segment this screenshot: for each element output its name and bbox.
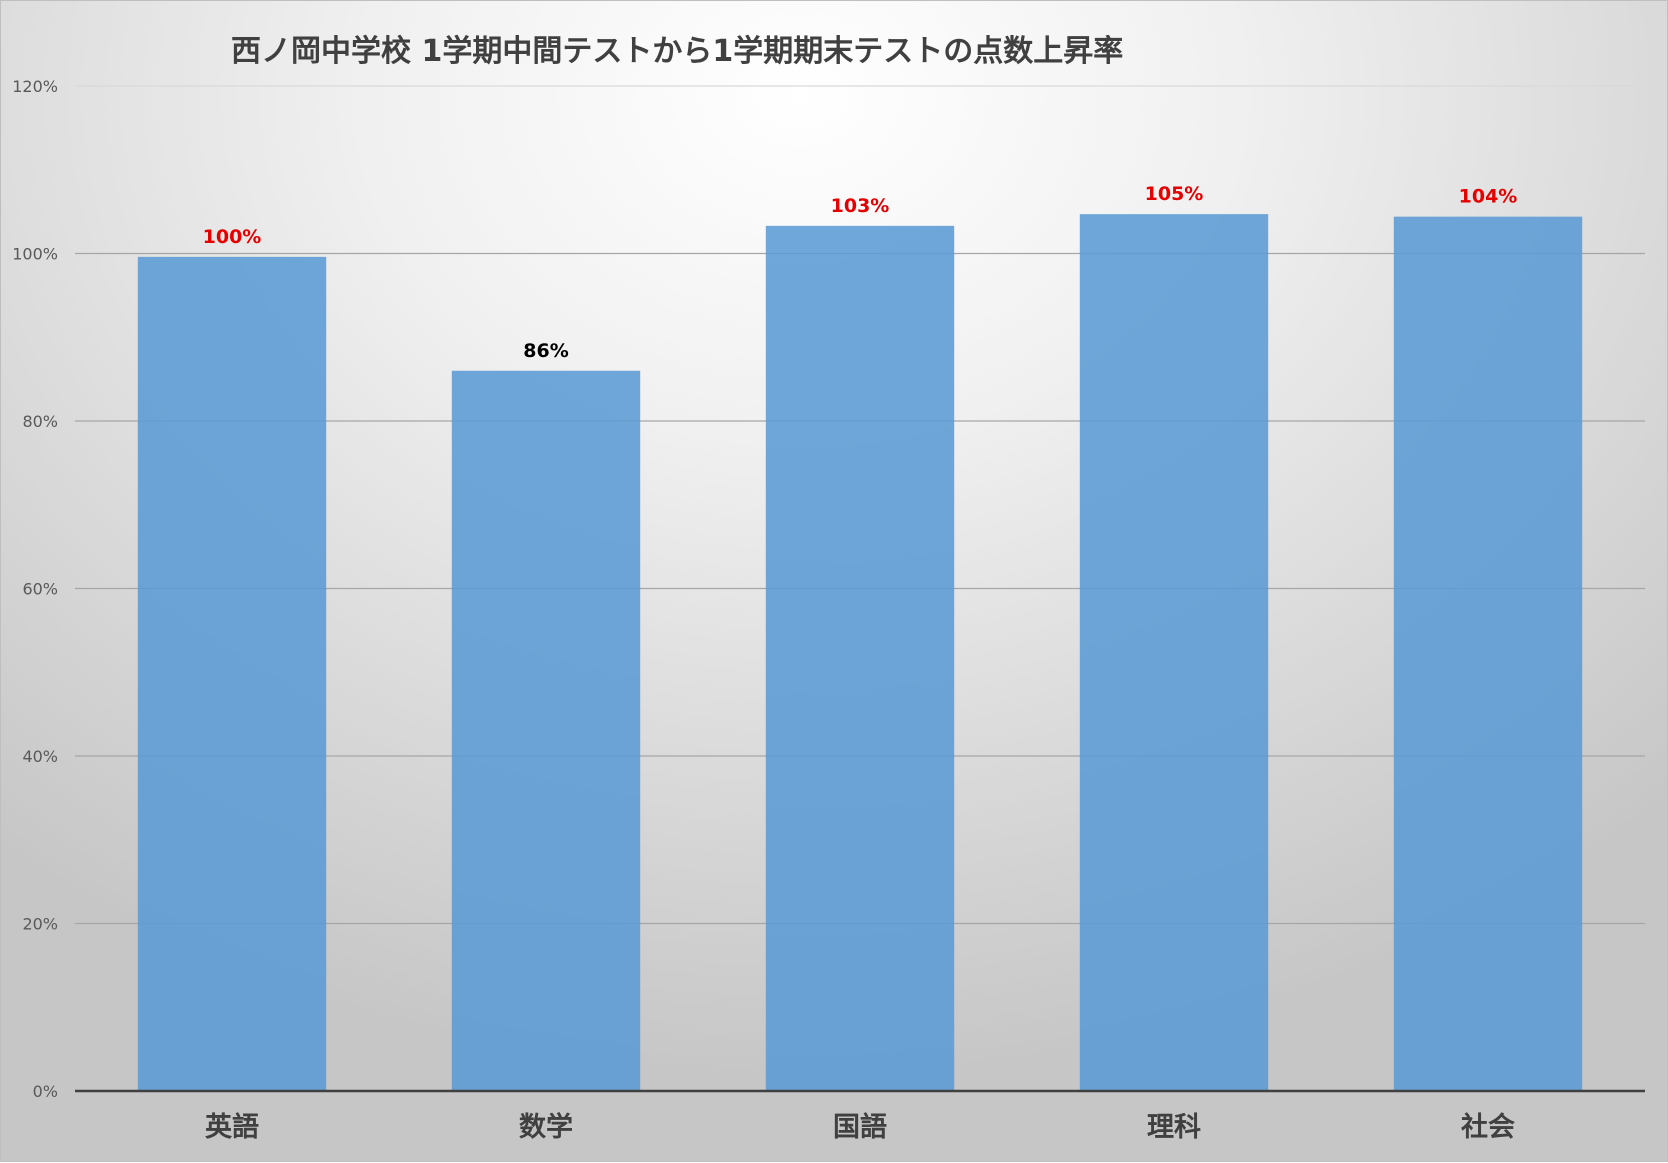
data-label: 100% bbox=[203, 226, 262, 248]
y-tick-label: 20% bbox=[22, 915, 58, 934]
x-tick-label: 理科 bbox=[1147, 1112, 1201, 1143]
data-label: 105% bbox=[1145, 183, 1204, 205]
y-tick-label: 100% bbox=[12, 245, 58, 264]
bar bbox=[137, 256, 327, 1092]
bar bbox=[451, 370, 641, 1091]
y-tick-label: 60% bbox=[22, 580, 58, 599]
y-tick-label: 40% bbox=[22, 747, 58, 766]
data-label: 103% bbox=[831, 195, 890, 217]
data-label: 104% bbox=[1459, 186, 1518, 208]
x-tick-label: 社会 bbox=[1461, 1111, 1515, 1143]
chart-title: 西ノ岡中学校 1学期中間テストから1学期期末テストの点数上昇率 bbox=[231, 34, 1123, 69]
bar bbox=[1393, 216, 1583, 1091]
x-tick-label: 英語 bbox=[205, 1111, 259, 1143]
y-tick-label: 0% bbox=[33, 1082, 58, 1101]
bar bbox=[765, 225, 955, 1092]
data-label: 86% bbox=[523, 340, 568, 362]
y-tick-label: 80% bbox=[22, 412, 58, 431]
y-tick-label: 120% bbox=[12, 77, 58, 96]
bar bbox=[1079, 214, 1269, 1091]
x-tick-label: 数学 bbox=[519, 1111, 573, 1143]
x-tick-label: 国語 bbox=[833, 1111, 887, 1143]
